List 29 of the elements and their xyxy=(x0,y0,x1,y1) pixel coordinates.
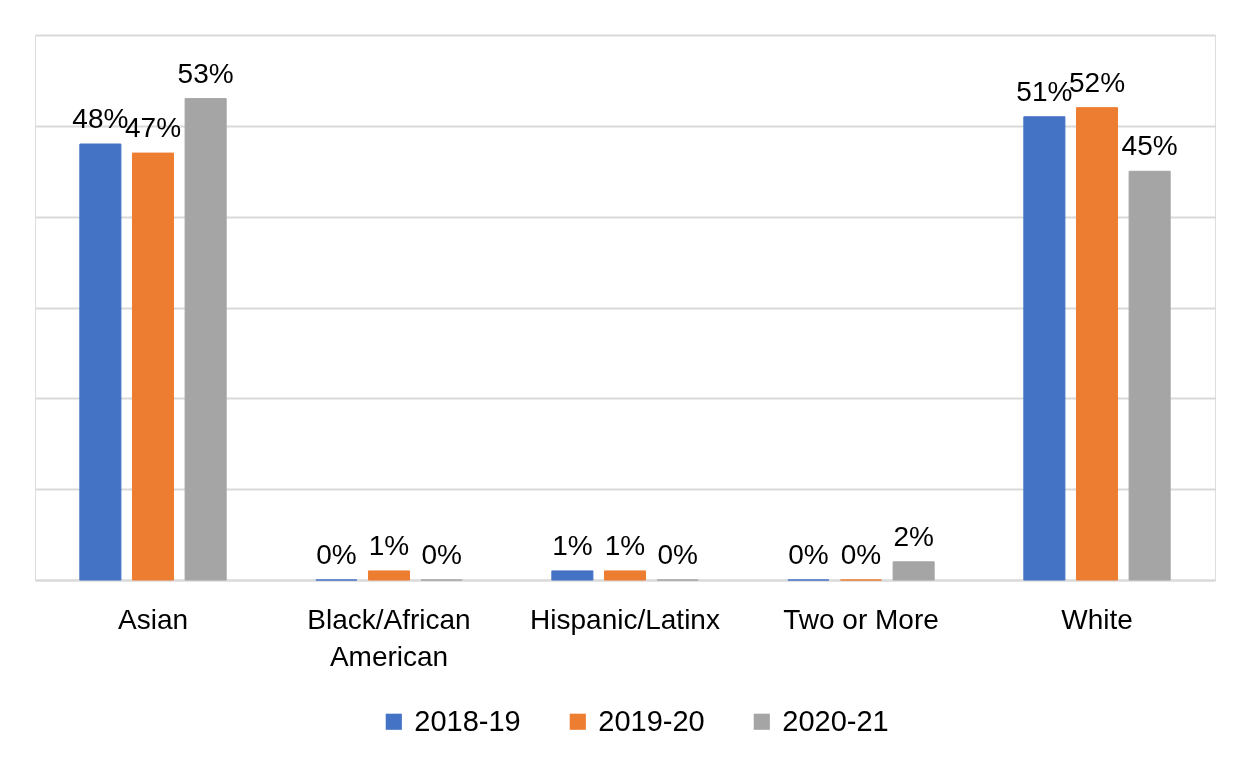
legend-label: 2020-21 xyxy=(782,704,889,737)
x-tick-label: White xyxy=(1061,603,1133,635)
data-label: 0% xyxy=(788,539,829,570)
data-label: 1% xyxy=(604,529,646,561)
data-label: 53% xyxy=(177,57,234,89)
data-label: 45% xyxy=(1121,130,1178,162)
bar xyxy=(367,570,411,581)
data-label: 0% xyxy=(316,539,357,570)
data-label: 0% xyxy=(840,539,882,570)
x-tick-label: Black/African American xyxy=(307,603,471,672)
bar xyxy=(79,143,122,581)
x-tick-label: Two or More xyxy=(783,603,939,635)
bar xyxy=(184,98,227,581)
legend-label: 2018-19 xyxy=(414,704,521,737)
x-tick-label: Asian xyxy=(117,603,189,635)
data-label: 1% xyxy=(552,529,593,561)
bar xyxy=(131,152,175,581)
data-label: 2% xyxy=(893,520,934,552)
bar xyxy=(892,561,935,581)
bar xyxy=(1075,107,1119,581)
x-tick-label: Hispanic/Latinx xyxy=(530,603,720,635)
data-label: 1% xyxy=(368,529,410,561)
data-label: 0% xyxy=(657,539,698,570)
bar xyxy=(603,570,647,581)
bar xyxy=(1023,116,1066,581)
data-label: 0% xyxy=(421,539,462,570)
bar xyxy=(551,570,594,581)
legend-label: 2019-20 xyxy=(598,704,705,737)
bar xyxy=(1128,170,1171,581)
